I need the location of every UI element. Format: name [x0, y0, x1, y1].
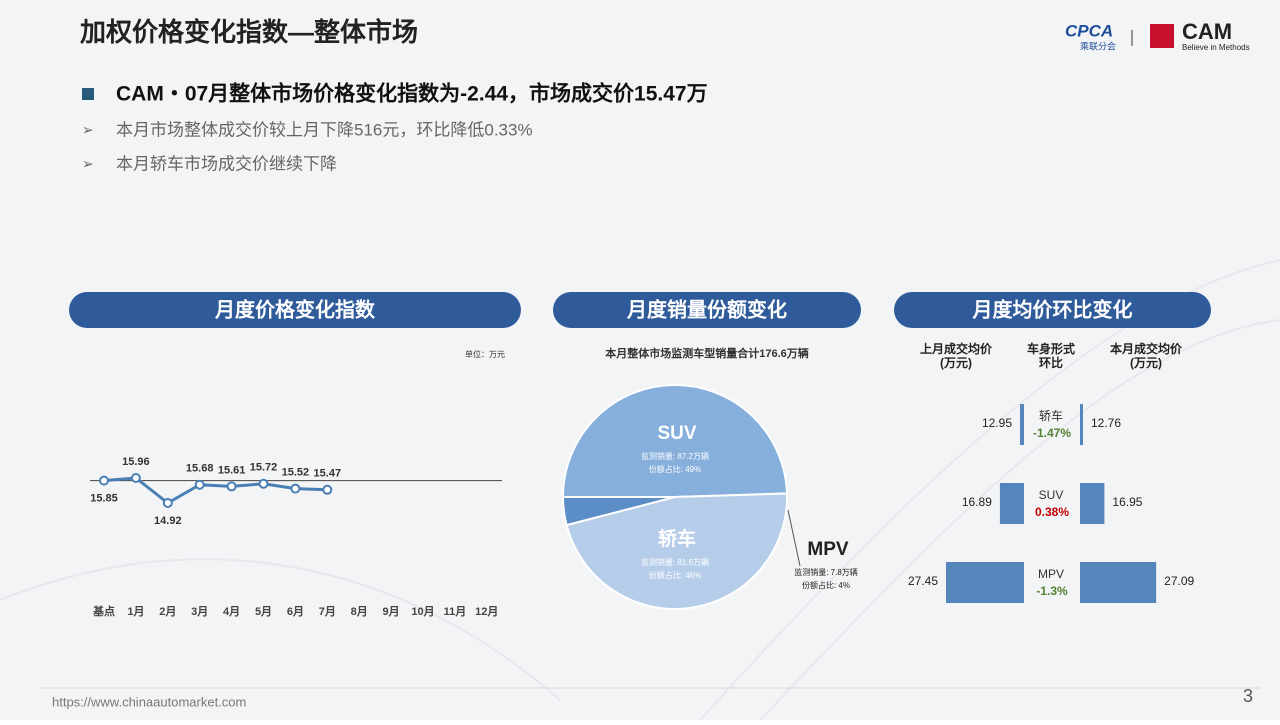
data-label: 15.85	[90, 493, 118, 505]
x-tick-label: 12月	[475, 605, 498, 618]
x-tick-label: 3月	[191, 605, 208, 618]
value-label: 16.89	[962, 495, 992, 509]
bullet-icon: ➢	[82, 156, 94, 172]
point	[162, 498, 173, 508]
logo-cpca: CPCA	[1065, 21, 1113, 40]
change-label: -1.47%	[1033, 426, 1071, 440]
logo-cpca-sub: 乘联分会	[1080, 40, 1116, 51]
x-tick-label: 1月	[127, 605, 144, 618]
column-header: 上月成交均价	[920, 341, 993, 356]
slice-label: MPV	[807, 539, 849, 560]
share-label: 份额占比: 49%	[649, 464, 701, 474]
point	[130, 473, 141, 483]
point	[99, 475, 109, 486]
column-header: 车身形式	[1027, 341, 1075, 356]
value-label: 12.76	[1091, 416, 1121, 430]
column-header: (万元)	[940, 356, 972, 370]
data-label: 15.72	[250, 462, 278, 474]
section-title: 月度均价环比变化	[972, 297, 1133, 321]
bar-last-month	[999, 483, 1024, 524]
x-tick-label: 6月	[287, 605, 304, 618]
x-tick-label: 7月	[319, 605, 336, 618]
page-number: 3	[1243, 686, 1253, 706]
category-label: MPV	[1038, 567, 1064, 581]
logo-cam-sub: Believe in Methods	[1182, 43, 1250, 52]
bullet: 本月市场整体成交价较上月下降516元，环比降低0.33%	[116, 120, 533, 139]
point	[322, 484, 333, 495]
value-label: 12.95	[982, 416, 1012, 430]
section-title: 月度价格变化指数	[214, 297, 376, 321]
x-tick-label: 5月	[255, 605, 272, 618]
x-tick-label: 11月	[444, 605, 467, 618]
line	[103, 476, 328, 505]
value-label: 27.09	[1164, 574, 1194, 588]
category-label: 轿车	[1039, 408, 1063, 423]
x-tick-label: 10月	[411, 605, 434, 618]
section-pill	[69, 292, 521, 328]
bar-last-month	[1020, 404, 1024, 445]
unit-label: 单位：万元	[465, 349, 505, 359]
sales-label: 监测销量: 7.8万辆	[794, 567, 858, 577]
section-title: 月度销量份额变化	[626, 297, 787, 321]
column-header: (万元)	[1130, 356, 1162, 370]
point	[226, 481, 237, 492]
section-pill	[894, 292, 1211, 328]
logo-cam-icon	[1150, 24, 1174, 48]
share-label: 份额占比: 46%	[649, 570, 701, 580]
bullet-icon: ➢	[82, 122, 94, 138]
slice-label: SUV	[657, 423, 696, 444]
pie-slice	[561, 384, 788, 498]
pie-slice	[561, 496, 676, 527]
value-label: 27.45	[908, 574, 938, 588]
x-tick-label: 2月	[159, 605, 176, 618]
logo-cam: CAM	[1182, 19, 1232, 44]
column-header: 环比	[1039, 355, 1063, 370]
bullet: 本月轿车市场成交价继续下降	[116, 154, 337, 173]
change-label: 0.38%	[1035, 505, 1069, 519]
section-pill	[553, 292, 861, 328]
slice-label: 轿车	[658, 527, 696, 550]
x-tick-label: 8月	[351, 605, 368, 618]
slide-title: 加权价格变化指数—整体市场	[80, 17, 418, 47]
data-label: 14.92	[154, 515, 182, 527]
bar-this-month	[1080, 483, 1105, 524]
x-tick-label: 9月	[383, 605, 400, 618]
data-label: 15.68	[186, 463, 214, 475]
chart-subtitle: 本月整体市场监测车型销量合计176.6万辆	[605, 346, 809, 360]
point	[290, 483, 301, 494]
pie-slice	[565, 492, 788, 610]
share-label: 份额占比: 4%	[802, 580, 850, 590]
data-label: 15.47	[314, 468, 342, 480]
x-tick-label: 4月	[223, 605, 240, 618]
data-label: 15.96	[122, 456, 150, 468]
sales-label: 监测销量: 81.6万辆	[641, 557, 709, 567]
point	[258, 478, 269, 489]
background-curves	[0, 259, 1280, 721]
point	[194, 479, 205, 490]
footer-url: https://www.chinaautomarket.com	[52, 694, 246, 709]
category-label: SUV	[1039, 488, 1064, 502]
sales-label: 监测销量: 87.2万辆	[641, 451, 709, 461]
leader-line	[787, 509, 801, 567]
column-header: 本月成交均价	[1110, 341, 1183, 356]
change-label: -1.3%	[1036, 584, 1068, 598]
x-tick-label: 基点	[92, 604, 115, 618]
bar-this-month	[1080, 404, 1083, 445]
bar-last-month	[946, 562, 1024, 603]
headline: CAM・07月整体市场价格变化指数为-2.44，市场成交价15.47万	[116, 82, 708, 106]
data-label: 15.61	[218, 464, 246, 476]
value-label: 16.95	[1112, 495, 1142, 509]
data-label: 15.52	[282, 466, 310, 478]
bar-this-month	[1080, 562, 1157, 603]
headline-bullet	[82, 88, 94, 100]
